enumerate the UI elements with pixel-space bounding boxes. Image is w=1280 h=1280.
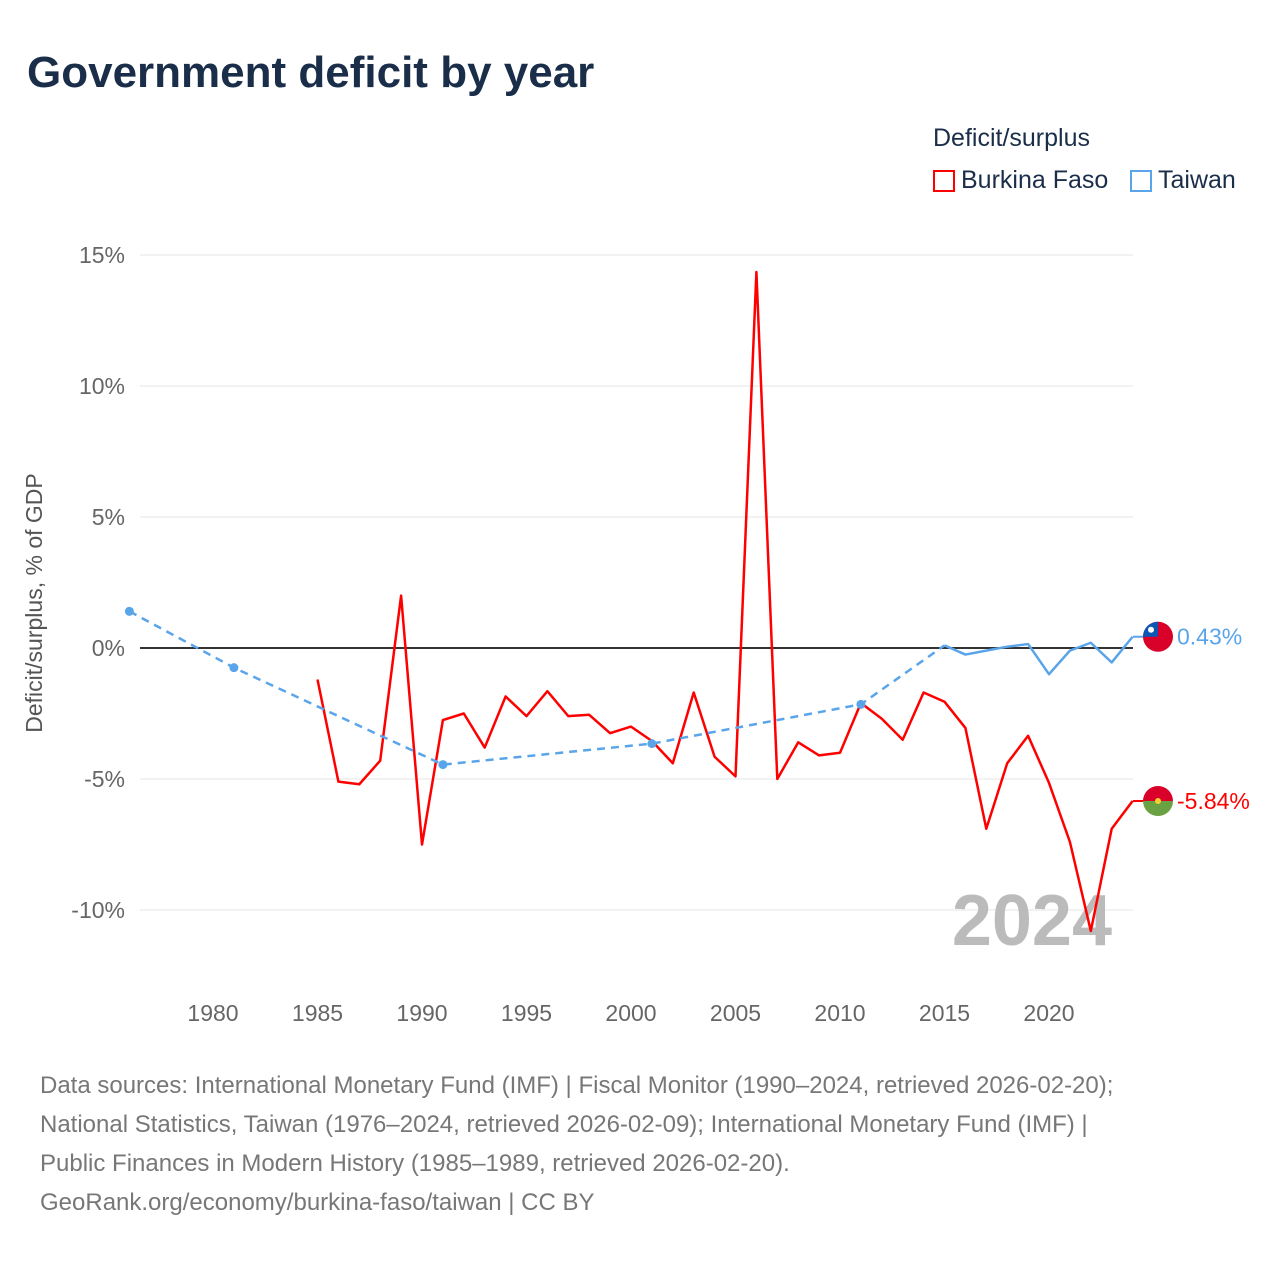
x-tick-label: 2005 — [710, 1000, 761, 1026]
burkina-faso-flag-icon — [1143, 801, 1173, 817]
y-tick-label: -10% — [71, 897, 125, 923]
x-tick-label: 1985 — [292, 1000, 343, 1026]
legend-label: Burkina Faso — [961, 166, 1109, 194]
burkina-faso-line — [316, 270, 1134, 933]
x-tick-label: 1995 — [501, 1000, 552, 1026]
source-line: Data sources: International Monetary Fun… — [40, 1072, 1114, 1099]
x-tick-label: 2015 — [919, 1000, 970, 1026]
taiwan-point — [124, 606, 134, 616]
legend-item-taiwan[interactable]: Taiwan — [1130, 166, 1236, 195]
x-tick-label: 2010 — [814, 1000, 865, 1026]
y-tick-label: 10% — [79, 373, 125, 399]
taiwan-dashed-line — [128, 610, 946, 766]
chart-area: 15% 10% 5% 0% -5% -10% 1980 1985 1990 1995 2000 200… — [21, 242, 1250, 1026]
legend-swatch — [933, 169, 955, 192]
legend-item-burkina-faso[interactable]: Burkina Faso — [933, 166, 1108, 195]
x-tick-label: 1980 — [187, 1000, 238, 1026]
y-tick-label: 0% — [92, 635, 125, 661]
burkina-faso-flag-icon — [1143, 786, 1173, 802]
y-tick-label: 5% — [92, 504, 125, 530]
x-tick-label: 2020 — [1023, 1000, 1074, 1026]
source-line: Public Finances in Modern History (1985–… — [40, 1150, 790, 1177]
flag-star-icon — [1155, 798, 1161, 805]
chart-title: Government deficit by year — [27, 48, 595, 97]
y-tick-label: 15% — [79, 242, 125, 268]
taiwan-point — [229, 663, 239, 673]
x-tick-label: 1990 — [396, 1000, 447, 1026]
x-tick-label: 2000 — [605, 1000, 656, 1026]
year-label: 2024 — [952, 881, 1112, 961]
burkina-faso-end-label: -5.84% — [1177, 788, 1250, 814]
taiwan-line — [943, 635, 1134, 676]
legend-swatch — [1130, 169, 1152, 192]
taiwan-point — [438, 760, 448, 770]
taiwan-point — [647, 739, 657, 749]
legend-label: Taiwan — [1158, 166, 1236, 194]
flag-sun-icon — [1148, 626, 1154, 633]
attribution-link[interactable]: GeoRank.org/economy/burkina-faso/taiwan … — [40, 1189, 595, 1216]
taiwan-point — [856, 699, 866, 709]
footer: Data sources: International Monetary Fun… — [40, 1066, 1113, 1222]
y-tick-label: -5% — [84, 766, 125, 792]
source-line: National Statistics, Taiwan (1976–2024, … — [40, 1111, 1088, 1138]
y-axis-label: Deficit/surplus, % of GDP — [21, 473, 47, 732]
legend-title: Deficit/surplus — [933, 124, 1090, 152]
taiwan-end-label: 0.43% — [1177, 624, 1242, 650]
